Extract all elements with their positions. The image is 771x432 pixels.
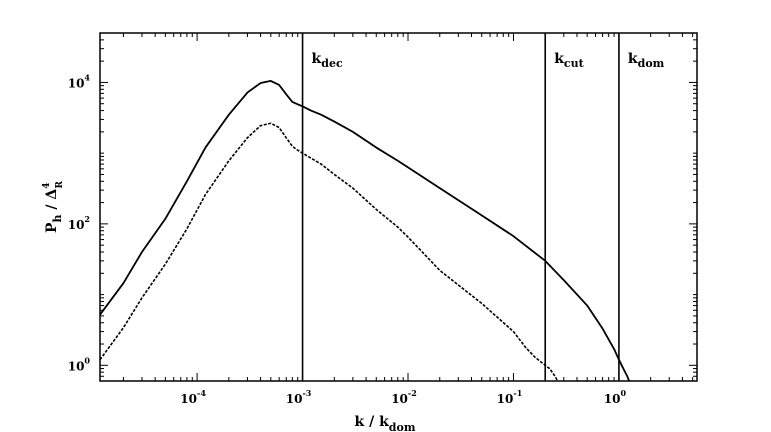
y-axis-title-sup: 4 [42,182,52,188]
x-tick-base: 10 [604,392,621,406]
y-tick-label: 100 [68,355,91,373]
x-axis-title-main: k / k [355,414,390,430]
vline-label-sub: cut [564,57,585,70]
vertical-markers [301,33,620,381]
y-tick-exponent: 0 [84,355,90,365]
x-tick-exponent: 0 [620,388,626,398]
x-axis-title: k / kdom [355,414,416,432]
vertical-line-label: kdom [628,51,665,70]
x-tick-exponent: -2 [408,388,417,398]
y-tick-exponent: 2 [84,214,90,224]
x-tick-exponent: -4 [197,388,206,398]
series-solid-line [100,80,630,381]
x-tick-label: 10-2 [391,388,417,406]
vline-label-sub: dec [321,57,343,70]
y-tick-exponent: 4 [84,72,90,82]
series-lines [100,80,630,381]
y-axis-title: Ph / Δ4 R [42,180,65,233]
axis-ticks [100,32,697,382]
x-tick-exponent: -1 [513,388,522,398]
vline-label-main: k [628,51,638,67]
y-tick-base: 10 [68,76,85,90]
y-tick-label: 104 [68,72,91,90]
y-axis-title-mid: / Δ [44,189,60,215]
x-tick-label: 10-4 [180,388,206,406]
y-axis-title-main: P [44,222,60,233]
x-tick-base: 10 [180,392,197,406]
plot-border [99,32,698,382]
y-tick-label: 102 [68,214,90,232]
x-axis-title-sub: dom [389,421,416,432]
y-axis-title-sub2: R [55,180,65,188]
series-dashed-line [100,122,558,381]
x-tick-base: 10 [391,392,408,406]
vline-label-main: k [554,51,564,67]
x-tick-label: 10-1 [497,388,523,406]
x-tick-base: 10 [286,392,303,406]
y-tick-base: 10 [68,359,85,373]
vline-label-main: k [312,51,322,67]
vertical-line-label: kdec [312,51,343,70]
y-axis-title-sub: h [51,214,64,222]
plot-frame [99,32,698,382]
vertical-line-label: kcut [554,51,584,70]
x-tick-exponent: -3 [302,388,311,398]
vline-label-sub: dom [638,57,665,70]
x-tick-base: 10 [497,392,514,406]
y-tick-base: 10 [68,218,85,232]
x-tick-label: 10-3 [286,388,312,406]
x-tick-label: 100 [604,388,627,406]
